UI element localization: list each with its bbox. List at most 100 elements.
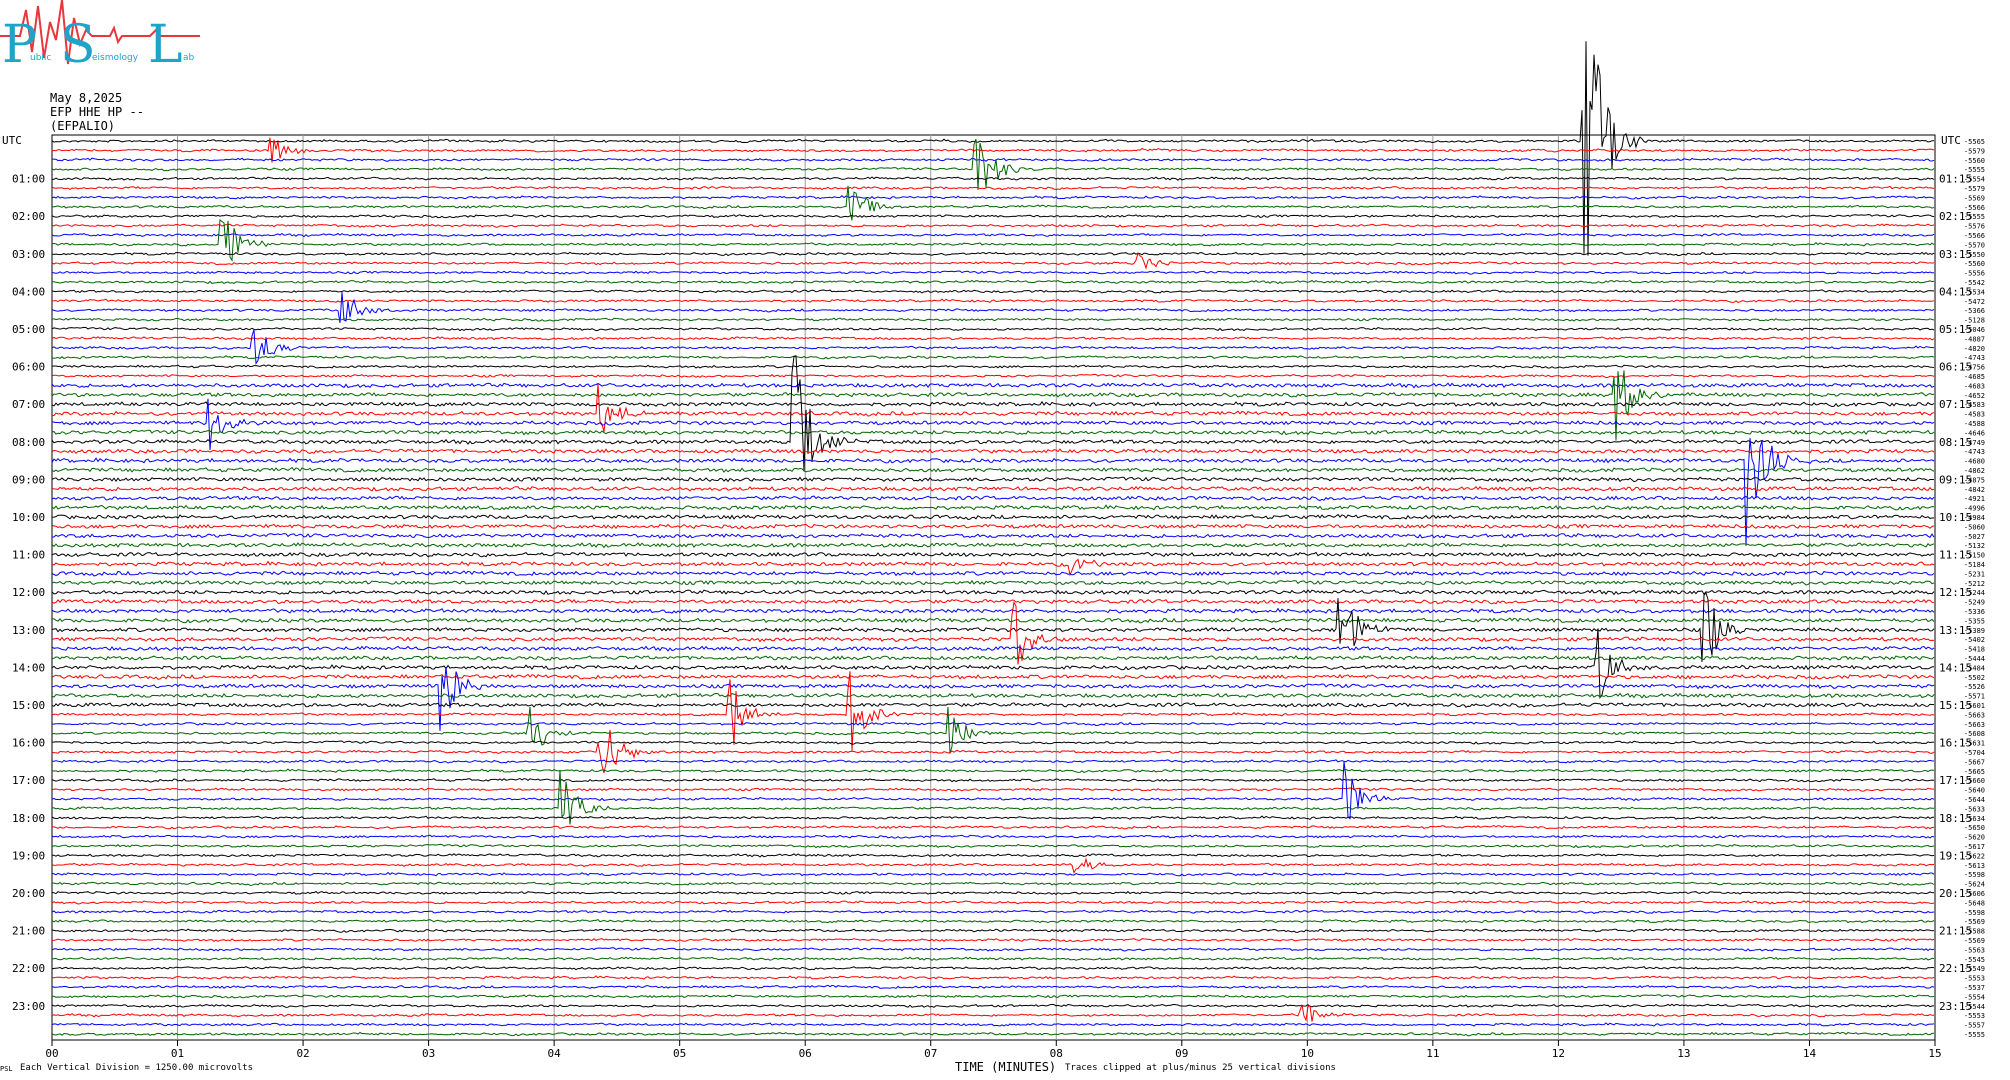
trace-offset-label: -4680 <box>1964 458 1985 466</box>
right-hour-label: 10:15 <box>1939 511 1972 524</box>
trace-offset-label: -5571 <box>1964 693 1985 701</box>
seismic-trace <box>51 881 1935 886</box>
seismic-trace <box>51 485 1935 492</box>
trace-offset-label: -5553 <box>1964 975 1985 983</box>
seismic-trace <box>51 1004 1935 1022</box>
x-tick-label: 11 <box>1426 1047 1439 1060</box>
trace-offset-label: -5537 <box>1964 984 1985 992</box>
trace-offset-label: -5534 <box>1964 288 1985 296</box>
seismic-trace <box>51 438 1935 546</box>
seismic-trace <box>51 890 1935 896</box>
left-axis-label: UTC <box>2 134 22 147</box>
seismic-trace <box>51 628 1935 700</box>
right-axis-label: UTC <box>1941 134 1961 147</box>
trace-offset-label: -5633 <box>1964 805 1985 813</box>
logo-letter-s: S <box>60 15 96 70</box>
trace-offset-label: -5212 <box>1964 580 1985 588</box>
right-hour-label: 20:15 <box>1939 887 1972 900</box>
x-tick-label: 10 <box>1301 1047 1314 1060</box>
trace-offset-label: -5640 <box>1964 787 1985 795</box>
trace-offset-label: -4743 <box>1964 448 1985 456</box>
x-tick-label: 13 <box>1677 1047 1690 1060</box>
trace-offset-label: -4685 <box>1964 373 1985 381</box>
seismic-trace <box>51 928 1935 933</box>
trace-offset-label: -5588 <box>1964 928 1985 936</box>
left-hour-label: 15:00 <box>12 699 45 712</box>
corner-mark: PSL <box>0 1065 13 1073</box>
right-hour-label: 13:15 <box>1939 624 1972 637</box>
trace-offset-label: -5027 <box>1964 533 1985 541</box>
seismic-trace <box>51 843 1935 849</box>
trace-offset-label: -5549 <box>1964 965 1985 973</box>
psl-logo: P S L ublic eismology ab <box>0 0 200 70</box>
seismic-trace <box>51 759 1935 764</box>
trace-offset-label: -4875 <box>1964 476 1985 484</box>
logo-letter-l: L <box>148 15 183 70</box>
trace-offset-label: -5598 <box>1964 909 1985 917</box>
logo-letter-p: P <box>2 15 37 70</box>
logo-small-ab: ab <box>183 53 195 63</box>
trace-offset-label: -5560 <box>1964 157 1985 165</box>
seismic-trace <box>51 645 1935 652</box>
seismic-trace <box>51 429 1935 436</box>
trace-offset-label: -4652 <box>1964 392 1985 400</box>
seismic-trace <box>51 853 1935 858</box>
seismic-trace <box>51 601 1935 665</box>
seismic-trace <box>51 909 1935 914</box>
left-hour-label: 14:00 <box>12 661 45 674</box>
seismic-trace <box>51 768 1935 773</box>
seismic-trace <box>51 592 1935 663</box>
seismic-trace <box>51 984 1935 990</box>
trace-offset-label: -5617 <box>1964 843 1985 851</box>
seismic-trace <box>51 1003 1935 1009</box>
right-hour-label: 23:15 <box>1939 1000 1972 1013</box>
trace-offset-label: -5660 <box>1964 777 1985 785</box>
seismic-trace <box>51 706 1935 754</box>
seismic-trace <box>51 947 1935 952</box>
trace-offset-label: -5472 <box>1964 298 1985 306</box>
x-tick-label: 12 <box>1552 1047 1565 1060</box>
trace-offset-label: -5576 <box>1964 223 1985 231</box>
seismic-trace <box>51 956 1935 962</box>
seismic-trace <box>51 966 1935 971</box>
trace-offset-label: -5579 <box>1964 147 1985 155</box>
seismic-trace <box>51 495 1935 502</box>
left-hour-label: 07:00 <box>12 398 45 411</box>
right-hour-label: 17:15 <box>1939 774 1972 787</box>
seismic-trace <box>52 157 1935 162</box>
left-hour-label: 16:00 <box>12 737 45 750</box>
right-hour-label: 03:15 <box>1939 248 1972 261</box>
seismic-trace <box>51 232 1935 238</box>
right-hour-label: 12:15 <box>1939 586 1972 599</box>
seismic-trace <box>51 270 1935 275</box>
seismic-trace <box>51 251 1935 270</box>
logo-small-eismology: eismology <box>92 53 139 63</box>
left-hour-label: 21:00 <box>12 925 45 938</box>
x-tick-label: 07 <box>924 1047 937 1060</box>
seismic-trace <box>51 373 1935 379</box>
right-hour-label: 22:15 <box>1939 962 1972 975</box>
trace-offset-label: -5606 <box>1964 890 1985 898</box>
right-hour-label: 14:15 <box>1939 661 1972 674</box>
trace-offset-label: -5355 <box>1964 617 1985 625</box>
trace-offset-label: -5631 <box>1964 740 1985 748</box>
trace-offset-label: -5579 <box>1964 185 1985 193</box>
seismic-trace <box>51 598 1935 605</box>
seismic-trace <box>51 673 1935 680</box>
trace-offset-label: -5389 <box>1964 627 1985 635</box>
right-hour-label: 18:15 <box>1939 812 1972 825</box>
seismic-trace <box>51 666 1935 731</box>
seismic-trace <box>51 900 1935 905</box>
trace-offset-label: -5667 <box>1964 758 1985 766</box>
trace-offset-label: -5613 <box>1964 862 1985 870</box>
seismic-trace <box>51 761 1935 820</box>
seismic-trace <box>51 138 1935 190</box>
seismic-trace <box>51 219 1935 262</box>
x-tick-label: 02 <box>296 1047 309 1060</box>
seismic-trace <box>51 671 1935 751</box>
left-hour-label: 04:00 <box>12 285 45 298</box>
header-channel: EFP HHE HP -- <box>50 105 144 119</box>
seismic-trace <box>51 355 1935 472</box>
trace-offset-label: -4743 <box>1964 354 1985 362</box>
left-hour-label: 08:00 <box>12 436 45 449</box>
